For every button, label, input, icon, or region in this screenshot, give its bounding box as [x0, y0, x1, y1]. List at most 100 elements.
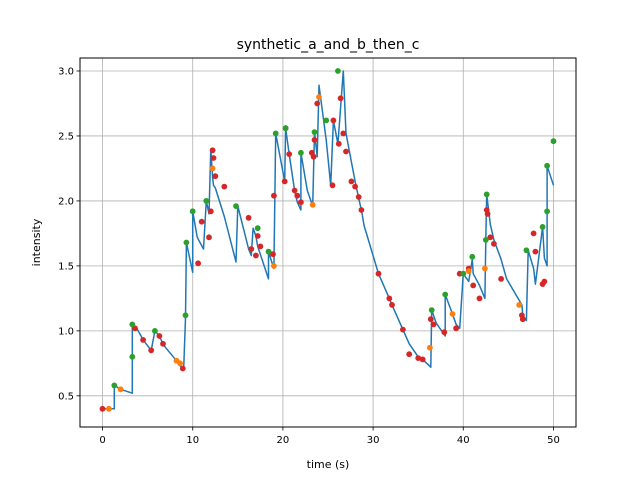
event-point-a	[270, 251, 276, 258]
event-point-c	[311, 129, 318, 136]
event-point-a	[386, 295, 393, 302]
event-point-c	[469, 253, 476, 260]
event-point-b	[516, 302, 523, 308]
event-point-c	[282, 125, 289, 132]
event-point-a	[470, 282, 477, 289]
event-point-a	[419, 356, 426, 363]
event-point-c	[482, 237, 489, 243]
event-point-b	[449, 311, 456, 317]
event-point-c	[298, 149, 304, 156]
event-point-c	[183, 239, 190, 246]
event-point-b	[427, 344, 433, 351]
event-point-a	[355, 194, 362, 200]
event-point-a	[491, 240, 497, 247]
y-tick-label: 0.5	[58, 391, 74, 402]
event-point-a	[207, 208, 214, 215]
event-point-a	[484, 211, 491, 217]
plot-content	[99, 68, 557, 412]
event-point-b	[465, 268, 472, 274]
event-point-c	[544, 162, 550, 169]
event-point-c	[523, 247, 530, 254]
axes-frame	[79, 57, 577, 428]
event-point-a	[160, 340, 166, 347]
event-point-a	[335, 140, 342, 147]
event-point-c	[265, 248, 272, 255]
event-point-a	[99, 405, 106, 412]
event-point-a	[400, 326, 406, 333]
event-point-b	[106, 405, 112, 412]
chart-title: synthetic_a_and_b_then_c	[237, 37, 420, 53]
event-point-c	[254, 225, 261, 232]
event-point-a	[212, 173, 219, 180]
event-point-c	[428, 307, 435, 313]
event-point-a	[254, 233, 261, 239]
event-point-a	[294, 192, 301, 199]
event-point-a	[358, 207, 365, 213]
event-point-a	[314, 100, 321, 107]
event-point-a	[453, 325, 459, 332]
event-point-c	[544, 208, 550, 215]
event-point-c	[539, 224, 546, 230]
event-point-c	[182, 312, 189, 319]
event-point-a	[248, 246, 255, 252]
event-point-c	[189, 208, 196, 215]
event-point-a	[148, 347, 155, 354]
event-point-c	[460, 270, 467, 277]
x-tick-label: 10	[186, 435, 199, 446]
x-tick-label: 40	[457, 435, 470, 446]
event-point-b	[117, 386, 124, 393]
y-tick-label: 1.5	[58, 261, 74, 272]
event-point-c	[129, 353, 136, 360]
event-point-c	[483, 191, 490, 198]
event-point-a	[179, 365, 186, 372]
event-point-a	[330, 117, 337, 124]
event-point-c	[152, 328, 158, 334]
event-point-c	[129, 321, 136, 328]
event-point-a	[541, 278, 548, 285]
x-tick-label: 30	[367, 435, 380, 446]
event-point-c	[272, 130, 279, 137]
event-point-b	[482, 265, 488, 272]
event-point-a	[406, 351, 413, 358]
event-point-a	[348, 178, 355, 185]
x-axis-label: time (s)	[307, 458, 350, 471]
event-point-a	[415, 355, 422, 361]
event-point-a	[389, 302, 395, 308]
event-point-a	[298, 199, 304, 206]
y-axis-label: intensity	[30, 218, 43, 266]
event-point-b	[209, 165, 216, 172]
event-point-a	[245, 214, 252, 221]
x-tick-label: 0	[99, 435, 105, 446]
event-point-a	[441, 329, 448, 336]
event-point-a	[337, 95, 344, 102]
event-point-a	[329, 182, 336, 189]
y-tick-label: 3.0	[58, 66, 74, 77]
event-point-a	[210, 155, 217, 161]
event-point-c	[233, 203, 239, 210]
event-point-a	[286, 151, 293, 158]
event-point-c	[203, 198, 210, 204]
axis-ticks: 0 10 20 30 40 50 0.5 1.0 1.5 2.0 2.5 3.0	[58, 66, 560, 446]
event-point-a	[209, 147, 216, 154]
event-point-a	[257, 243, 264, 250]
event-point-b	[309, 201, 316, 208]
x-tick-label: 50	[547, 435, 560, 446]
event-point-a	[195, 260, 202, 267]
event-point-a	[206, 234, 212, 241]
event-point-a	[532, 248, 539, 255]
event-point-a	[343, 148, 349, 155]
x-tick-label: 20	[277, 435, 290, 446]
event-point-a	[427, 316, 434, 323]
event-point-a	[271, 192, 277, 199]
event-point-a	[476, 295, 483, 302]
event-point-b	[316, 94, 322, 100]
y-tick-label: 2.5	[58, 131, 74, 142]
event-point-a	[519, 316, 526, 323]
event-point-a	[253, 252, 259, 259]
event-point-b	[177, 360, 184, 367]
event-point-a	[498, 276, 504, 282]
event-point-a	[530, 230, 537, 237]
event-point-a	[311, 137, 318, 143]
event-point-a	[291, 187, 298, 194]
